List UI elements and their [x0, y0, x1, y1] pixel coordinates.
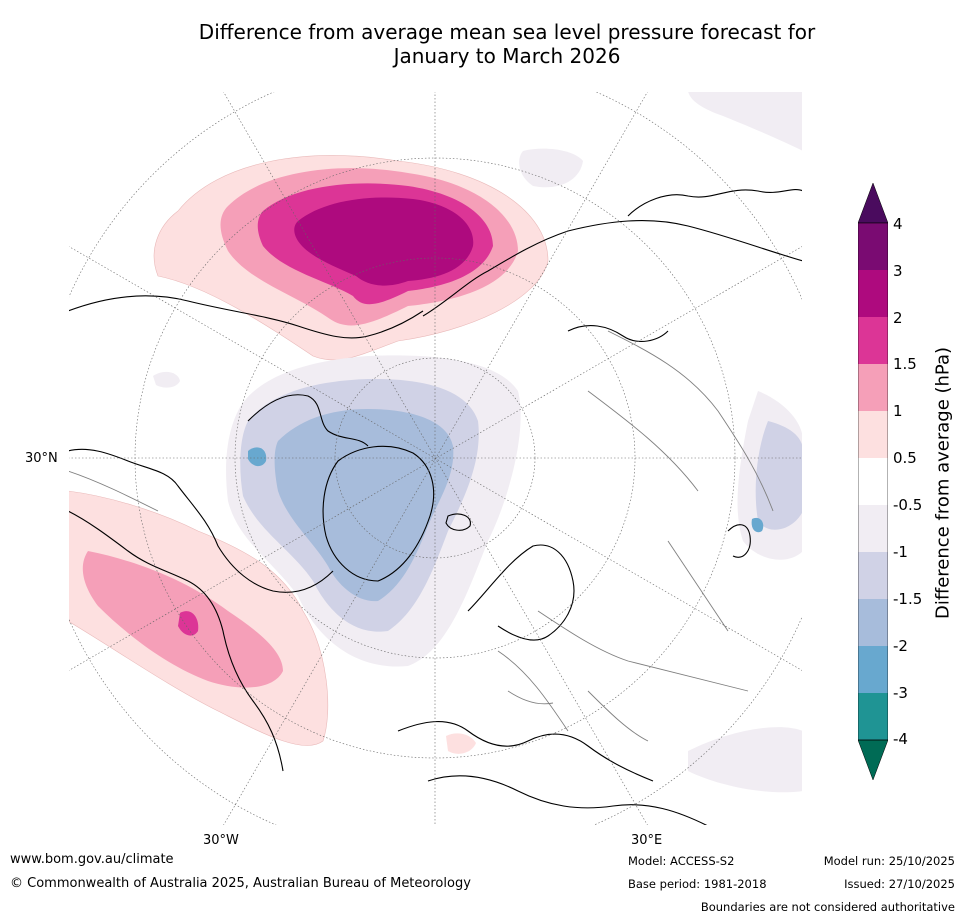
coastlines [68, 189, 803, 826]
legend-tick-minus-1: -1 [893, 543, 908, 561]
coast-mediterranean [427, 775, 709, 826]
legend-band-minus-3-to-4 [858, 693, 888, 740]
legend-band-minus-0.5-to-1 [858, 505, 888, 552]
legend-band-0.5-to-1 [858, 411, 888, 458]
legend-tick-minus-1.5: -1.5 [893, 590, 923, 608]
contour-minus-0.5-1-e [153, 371, 180, 388]
coast-canada [68, 448, 334, 593]
legend-tick-3: 3 [893, 262, 903, 280]
legend-tick-minus-3: -3 [893, 684, 908, 702]
legend-tick-minus-4: -4 [893, 730, 908, 748]
footer-url[interactable]: www.bom.gov.au/climate [10, 852, 174, 867]
legend-tick-minus-0.5: -0.5 [893, 496, 923, 514]
anomaly-low-east [153, 91, 803, 793]
legend-tick-1.5: 1.5 [893, 355, 917, 373]
legend-tick-minus-2: -2 [893, 637, 908, 655]
contour-minus-1.5-2 [274, 409, 454, 602]
legend-tick-4: 4 [893, 215, 903, 233]
legend-arrow-top [858, 183, 888, 224]
pressure-anomaly-map [68, 91, 803, 826]
footer-model-run: Model run: 25/10/2025 [823, 854, 955, 868]
label-30W: 30°W [203, 833, 239, 848]
contour-minus-0.5-1-d [688, 91, 803, 151]
footer-copyright: © Commonwealth of Australia 2025, Austra… [10, 876, 471, 891]
contour-minus-0.5-1-c [519, 148, 583, 188]
coast-west-north-america [68, 510, 284, 772]
legend-arrow-bottom [858, 739, 888, 781]
coast-caspian [727, 524, 751, 558]
contour-2-3 [294, 197, 474, 286]
coast-iceland [445, 513, 471, 531]
legend-tick-0.5: 0.5 [893, 449, 917, 467]
coast-northern-asia [627, 189, 803, 217]
footer-base-period: Base period: 1981-2018 [628, 877, 767, 891]
meridian-120 [68, 245, 803, 672]
legend-band-minus-1-to-1.5 [858, 552, 888, 599]
contour-minus-2-3-a [751, 517, 764, 533]
label-30N: 30°N [25, 451, 58, 466]
graticule [68, 91, 803, 826]
coast-europe [397, 720, 654, 782]
anomaly-high-bering [153, 155, 549, 361]
chart-title: Difference from average mean sea level p… [0, 20, 965, 68]
coast-siberia [422, 220, 803, 317]
footer-model: Model: ACCESS-S2 [628, 854, 735, 868]
coast-arctic-islands [247, 394, 369, 447]
country-borders [68, 330, 774, 742]
legend-band-2-to-3 [858, 270, 888, 317]
coast-russia-east [567, 325, 669, 342]
footer-issued: Issued: 27/10/2025 [844, 877, 955, 891]
contour-minus-2-3 [248, 447, 267, 467]
legend-tick-2: 2 [893, 309, 903, 327]
footer-disclaimer: Boundaries are not considered authoritat… [700, 900, 955, 914]
label-30E: 30°E [631, 833, 663, 848]
contour-minus-0.5-1-b [688, 727, 803, 793]
legend-title: Difference from average (hPa) [932, 346, 954, 620]
title-line-1: Difference from average mean sea level p… [198, 20, 816, 44]
anomaly-low-arctic [226, 355, 521, 667]
coast-scandinavia [467, 544, 575, 641]
contour-1.5-2 [178, 611, 199, 636]
legend-colorbar [858, 183, 888, 781]
legend-tick-1: 1 [893, 402, 903, 420]
legend-band-3-to-4 [858, 223, 888, 270]
legend-band-1.5-to-2 [858, 317, 888, 364]
legend-band-neutral [858, 458, 888, 505]
legend-band-minus-1.5-to-2 [858, 599, 888, 646]
legend-band-1-to-1.5 [858, 364, 888, 411]
coast-alaska [68, 295, 424, 339]
anomaly-high-mediterranean [446, 733, 476, 754]
contour-minus-1-1.5-a [755, 421, 803, 530]
title-line-2: January to March 2026 [393, 44, 621, 68]
map-frame [68, 91, 803, 826]
legend-band-minus-2-to-3 [858, 646, 888, 693]
coast-greenland [322, 445, 435, 582]
